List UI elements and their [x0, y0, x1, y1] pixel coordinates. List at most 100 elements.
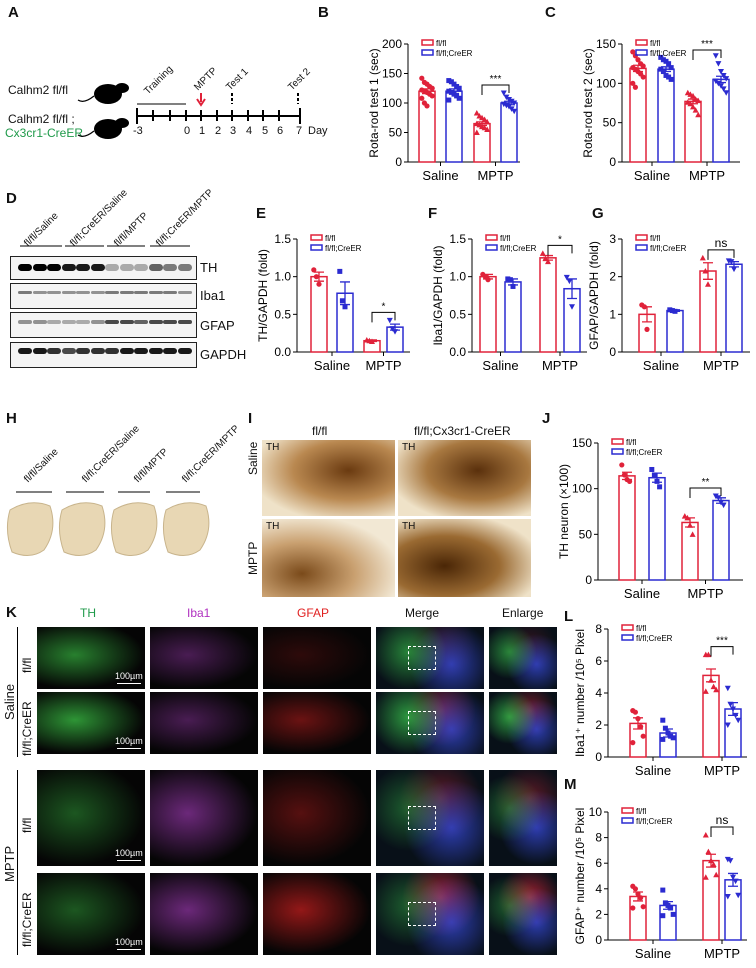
- y-tick-label: 3: [609, 232, 616, 246]
- data-point: [735, 892, 742, 899]
- scale-bar-label: 100µm: [115, 736, 143, 746]
- data-point: [651, 472, 657, 478]
- timeline-diagram: [77, 83, 301, 139]
- blot-band: [76, 263, 90, 271]
- data-point: [702, 832, 709, 838]
- y-tick-label: 0.5: [274, 307, 291, 321]
- data-point: [630, 740, 636, 746]
- data-point: [446, 88, 452, 94]
- blot-band: [47, 348, 61, 354]
- data-point: [451, 91, 457, 97]
- fluorescence-image: [263, 770, 371, 866]
- day-tick: -3: [133, 125, 143, 137]
- y-tick-label: 4: [595, 882, 602, 896]
- data-point: [627, 478, 633, 484]
- y-tick-label: 100: [596, 76, 616, 90]
- blot-band: [163, 320, 177, 324]
- ihc-image: [398, 440, 531, 516]
- data-point: [660, 913, 666, 919]
- blot-band: [177, 348, 192, 354]
- data-point: [712, 493, 719, 499]
- data-point: [699, 254, 706, 261]
- data-point: [660, 887, 666, 893]
- data-point: [638, 895, 644, 901]
- fluor-col-header: Iba1: [187, 606, 211, 620]
- significance-bracket: [707, 249, 735, 260]
- fluorescence-image: [150, 873, 258, 955]
- data-point: [657, 484, 663, 490]
- blot-band: [119, 290, 134, 294]
- ihc-image: [262, 440, 395, 516]
- panel-label-h: H: [6, 410, 17, 427]
- data-point: [563, 274, 570, 281]
- data-point: [665, 902, 671, 908]
- legend-label: fl/fl: [636, 807, 646, 816]
- panel-label-k: K: [6, 604, 17, 621]
- bar: [618, 475, 636, 581]
- y-tick-label: 0: [395, 155, 402, 169]
- blot-band: [134, 263, 148, 271]
- fluorescence-image: [150, 770, 258, 866]
- blot-band: [18, 320, 32, 324]
- data-point: [510, 283, 516, 289]
- group-bracket: [17, 627, 18, 757]
- data-point: [638, 724, 644, 730]
- zoom-region-box: [408, 806, 436, 830]
- y-tick-label: 2: [609, 270, 616, 284]
- data-point: [730, 874, 736, 881]
- data-point: [619, 462, 625, 468]
- bar: [657, 68, 675, 163]
- panel-label-c: C: [545, 4, 556, 21]
- y-axis-label: GFAP⁺ number /10⁵ Pixel: [573, 808, 587, 945]
- legend-swatch: [421, 49, 434, 56]
- scale-bar: [117, 860, 141, 861]
- ihc-tile-label: TH: [266, 521, 280, 532]
- data-point: [666, 74, 672, 80]
- y-tick-label: 100: [572, 482, 592, 496]
- scale-bar-label: 100µm: [115, 671, 143, 681]
- legend-label: fl/fl;CreER: [650, 49, 687, 58]
- blot-band: [90, 348, 105, 354]
- blot-band: [32, 320, 47, 324]
- scale-bar-label: 100µm: [115, 848, 143, 858]
- data-point: [505, 276, 511, 282]
- y-tick-label: 50: [579, 527, 593, 541]
- y-tick-label: 0.0: [274, 345, 291, 359]
- panel-label-e: E: [256, 205, 267, 222]
- data-point: [702, 874, 709, 880]
- data-point: [687, 100, 694, 107]
- data-point: [695, 111, 702, 118]
- y-tick-label: 2: [595, 907, 602, 921]
- legend-label: fl/fl;CreER: [650, 244, 687, 253]
- significance-bracket: [371, 311, 396, 323]
- data-point: [316, 281, 322, 287]
- significance-label: *: [382, 301, 386, 312]
- data-point: [658, 66, 664, 72]
- y-tick-label: 150: [572, 436, 592, 450]
- blot-band: [76, 348, 90, 354]
- data-point: [667, 307, 673, 313]
- data-point: [511, 100, 518, 106]
- day-tick: 6: [277, 125, 284, 137]
- data-point: [702, 688, 709, 694]
- legend-label: fl/fl;CreER: [636, 817, 673, 826]
- data-point: [392, 329, 398, 335]
- y-tick-label: 0: [595, 750, 602, 764]
- blot-band: [61, 290, 76, 294]
- ihc-tile-label: TH: [402, 521, 416, 532]
- y-tick-label: 50: [603, 116, 617, 130]
- x-tick-label: Saline: [422, 168, 458, 183]
- data-point: [386, 317, 393, 324]
- data-point: [689, 531, 696, 537]
- y-tick-label: 150: [596, 37, 616, 51]
- data-point: [456, 95, 462, 101]
- legend-swatch: [621, 807, 634, 814]
- bar: [310, 275, 328, 353]
- scale-bar: [117, 748, 141, 749]
- data-point: [662, 900, 668, 906]
- blot-band: [119, 348, 134, 354]
- blot-label-gapdh: GAPDH: [200, 347, 247, 362]
- data-point: [713, 686, 720, 693]
- legend-swatch: [611, 438, 624, 445]
- data-point: [339, 298, 345, 304]
